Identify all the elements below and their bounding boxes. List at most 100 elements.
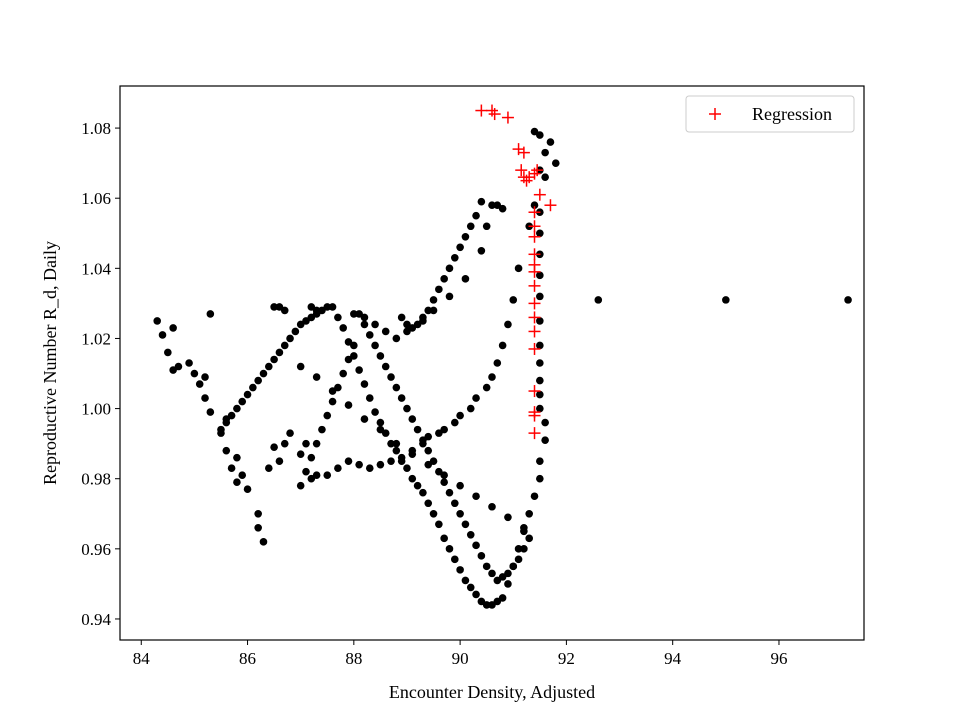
data-point <box>371 341 379 350</box>
data-point <box>334 383 342 392</box>
data-point <box>509 562 518 571</box>
data-point <box>318 425 326 434</box>
data-point <box>477 552 486 560</box>
data-point <box>312 373 321 381</box>
data-point <box>286 429 294 437</box>
data-point <box>296 320 305 329</box>
data-point <box>312 471 321 480</box>
data-point <box>265 362 273 371</box>
data-point <box>536 131 544 139</box>
x-tick-label: 88 <box>345 649 362 668</box>
data-point <box>451 254 459 262</box>
data-point <box>504 580 512 588</box>
data-point <box>451 499 459 508</box>
data-point-plus <box>528 248 541 261</box>
data-point <box>536 292 544 301</box>
data-point-plus <box>501 111 514 124</box>
data-point <box>413 481 422 490</box>
data-point <box>440 478 448 487</box>
data-point <box>456 509 464 518</box>
data-point <box>419 488 427 497</box>
data-point <box>408 474 417 483</box>
data-point <box>302 467 310 476</box>
axes: 84 86 88 90 92 94 96 0.94 0.96 0.98 1.00 1.02 1.04 1.… <box>81 119 787 668</box>
data-point <box>536 474 544 483</box>
data-point <box>164 348 172 357</box>
data-point <box>243 390 252 399</box>
data-point <box>466 583 475 592</box>
data-point <box>525 534 533 543</box>
data-point <box>238 471 247 480</box>
data-point <box>392 334 401 343</box>
data-point <box>520 523 528 532</box>
data-point <box>365 331 374 339</box>
data-point <box>339 324 348 332</box>
y-tick-label: 1.00 <box>81 400 111 419</box>
data-point <box>461 576 470 585</box>
y-tick-label: 0.98 <box>81 470 111 489</box>
legend: Regression <box>685 95 855 133</box>
data-point <box>350 310 358 318</box>
data-point <box>472 394 480 402</box>
data-point-plus <box>528 265 541 278</box>
data-point-plus <box>528 206 541 219</box>
data-point <box>265 464 273 472</box>
data-point <box>498 341 507 350</box>
data-point <box>536 390 544 399</box>
data-point <box>365 464 374 472</box>
data-point <box>429 509 438 518</box>
data-point <box>355 366 363 374</box>
data-point <box>514 545 523 553</box>
data-point <box>536 404 544 413</box>
data-point <box>461 232 470 241</box>
data-point <box>482 562 491 571</box>
data-point <box>488 569 496 578</box>
data-point <box>504 513 512 522</box>
data-point <box>456 481 464 490</box>
data-point <box>488 201 496 210</box>
legend-label-regression: Regression <box>752 104 832 124</box>
data-point <box>392 446 401 455</box>
data-point <box>456 566 464 574</box>
series-1 <box>475 104 557 440</box>
data-point <box>222 418 231 427</box>
data-point <box>445 292 454 301</box>
data-point <box>413 425 422 434</box>
data-point <box>254 509 262 518</box>
data-point <box>360 320 369 329</box>
y-tick-label: 1.08 <box>81 119 111 138</box>
data-point <box>445 488 454 497</box>
data-point <box>296 450 305 458</box>
data-point-plus <box>528 279 541 292</box>
data-point-plus <box>528 427 541 440</box>
data-point <box>201 373 209 381</box>
data-point <box>312 306 321 315</box>
data-point <box>190 369 199 378</box>
data-point <box>158 331 167 339</box>
data-point <box>195 380 204 388</box>
data-point <box>525 509 533 518</box>
data-point <box>323 411 332 420</box>
data-point <box>419 313 427 322</box>
data-point <box>403 320 411 329</box>
data-point <box>328 397 337 406</box>
data-point <box>334 464 342 472</box>
data-point <box>493 576 502 585</box>
data-point <box>254 376 262 385</box>
data-point <box>520 545 528 553</box>
data-point <box>275 348 284 357</box>
data-point-plus <box>475 104 488 117</box>
data-point <box>360 415 369 423</box>
data-point <box>355 460 363 469</box>
data-point <box>249 383 257 392</box>
data-point <box>238 397 247 406</box>
x-tick-label: 86 <box>239 649 256 668</box>
data-point <box>445 545 454 553</box>
data-point <box>371 320 379 329</box>
legend-marker <box>709 108 721 120</box>
data-point <box>536 229 544 238</box>
data-point-plus <box>515 164 528 177</box>
data-point <box>456 411 464 420</box>
y-tick-label: 1.06 <box>81 189 111 208</box>
